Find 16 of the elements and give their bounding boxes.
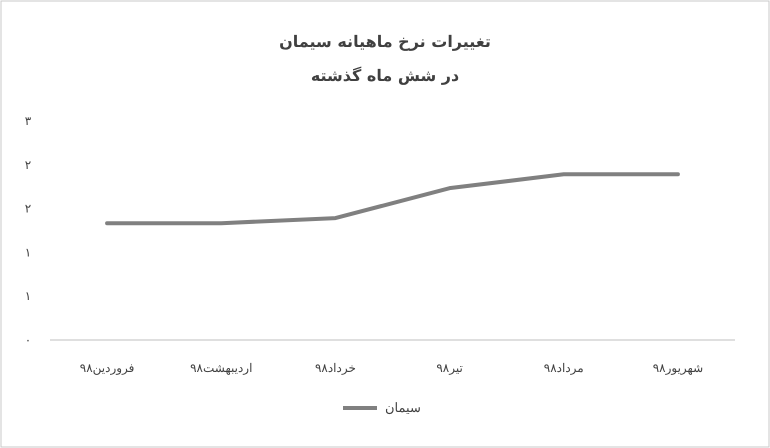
line-series	[105, 172, 680, 226]
x-tick-label: شهریور۹۸	[652, 361, 704, 375]
y-tick-label: ۰	[24, 333, 32, 347]
y-tick-label: ۳	[24, 114, 32, 128]
x-tick-label: فروردین۹۸	[80, 361, 134, 375]
chart-title: تغییرات نرخ ماهیانه سیمان	[279, 32, 491, 51]
x-tick-label: اردیبهشت۹۸	[190, 361, 252, 375]
x-tick-label: خرداد۹۸	[314, 361, 356, 375]
y-tick-label: ۱	[24, 245, 32, 260]
y-tick-label: ۱	[24, 289, 32, 304]
y-tick-label: ۲	[24, 158, 32, 172]
y-tick-label: ۲	[24, 202, 32, 216]
chart-subtitle: در شش ماه گذشته	[310, 66, 460, 85]
legend-label: سیمان	[385, 401, 421, 416]
x-tick-label: تیر۹۸	[436, 361, 463, 375]
x-tick-label: مرداد۹۸	[544, 361, 584, 375]
